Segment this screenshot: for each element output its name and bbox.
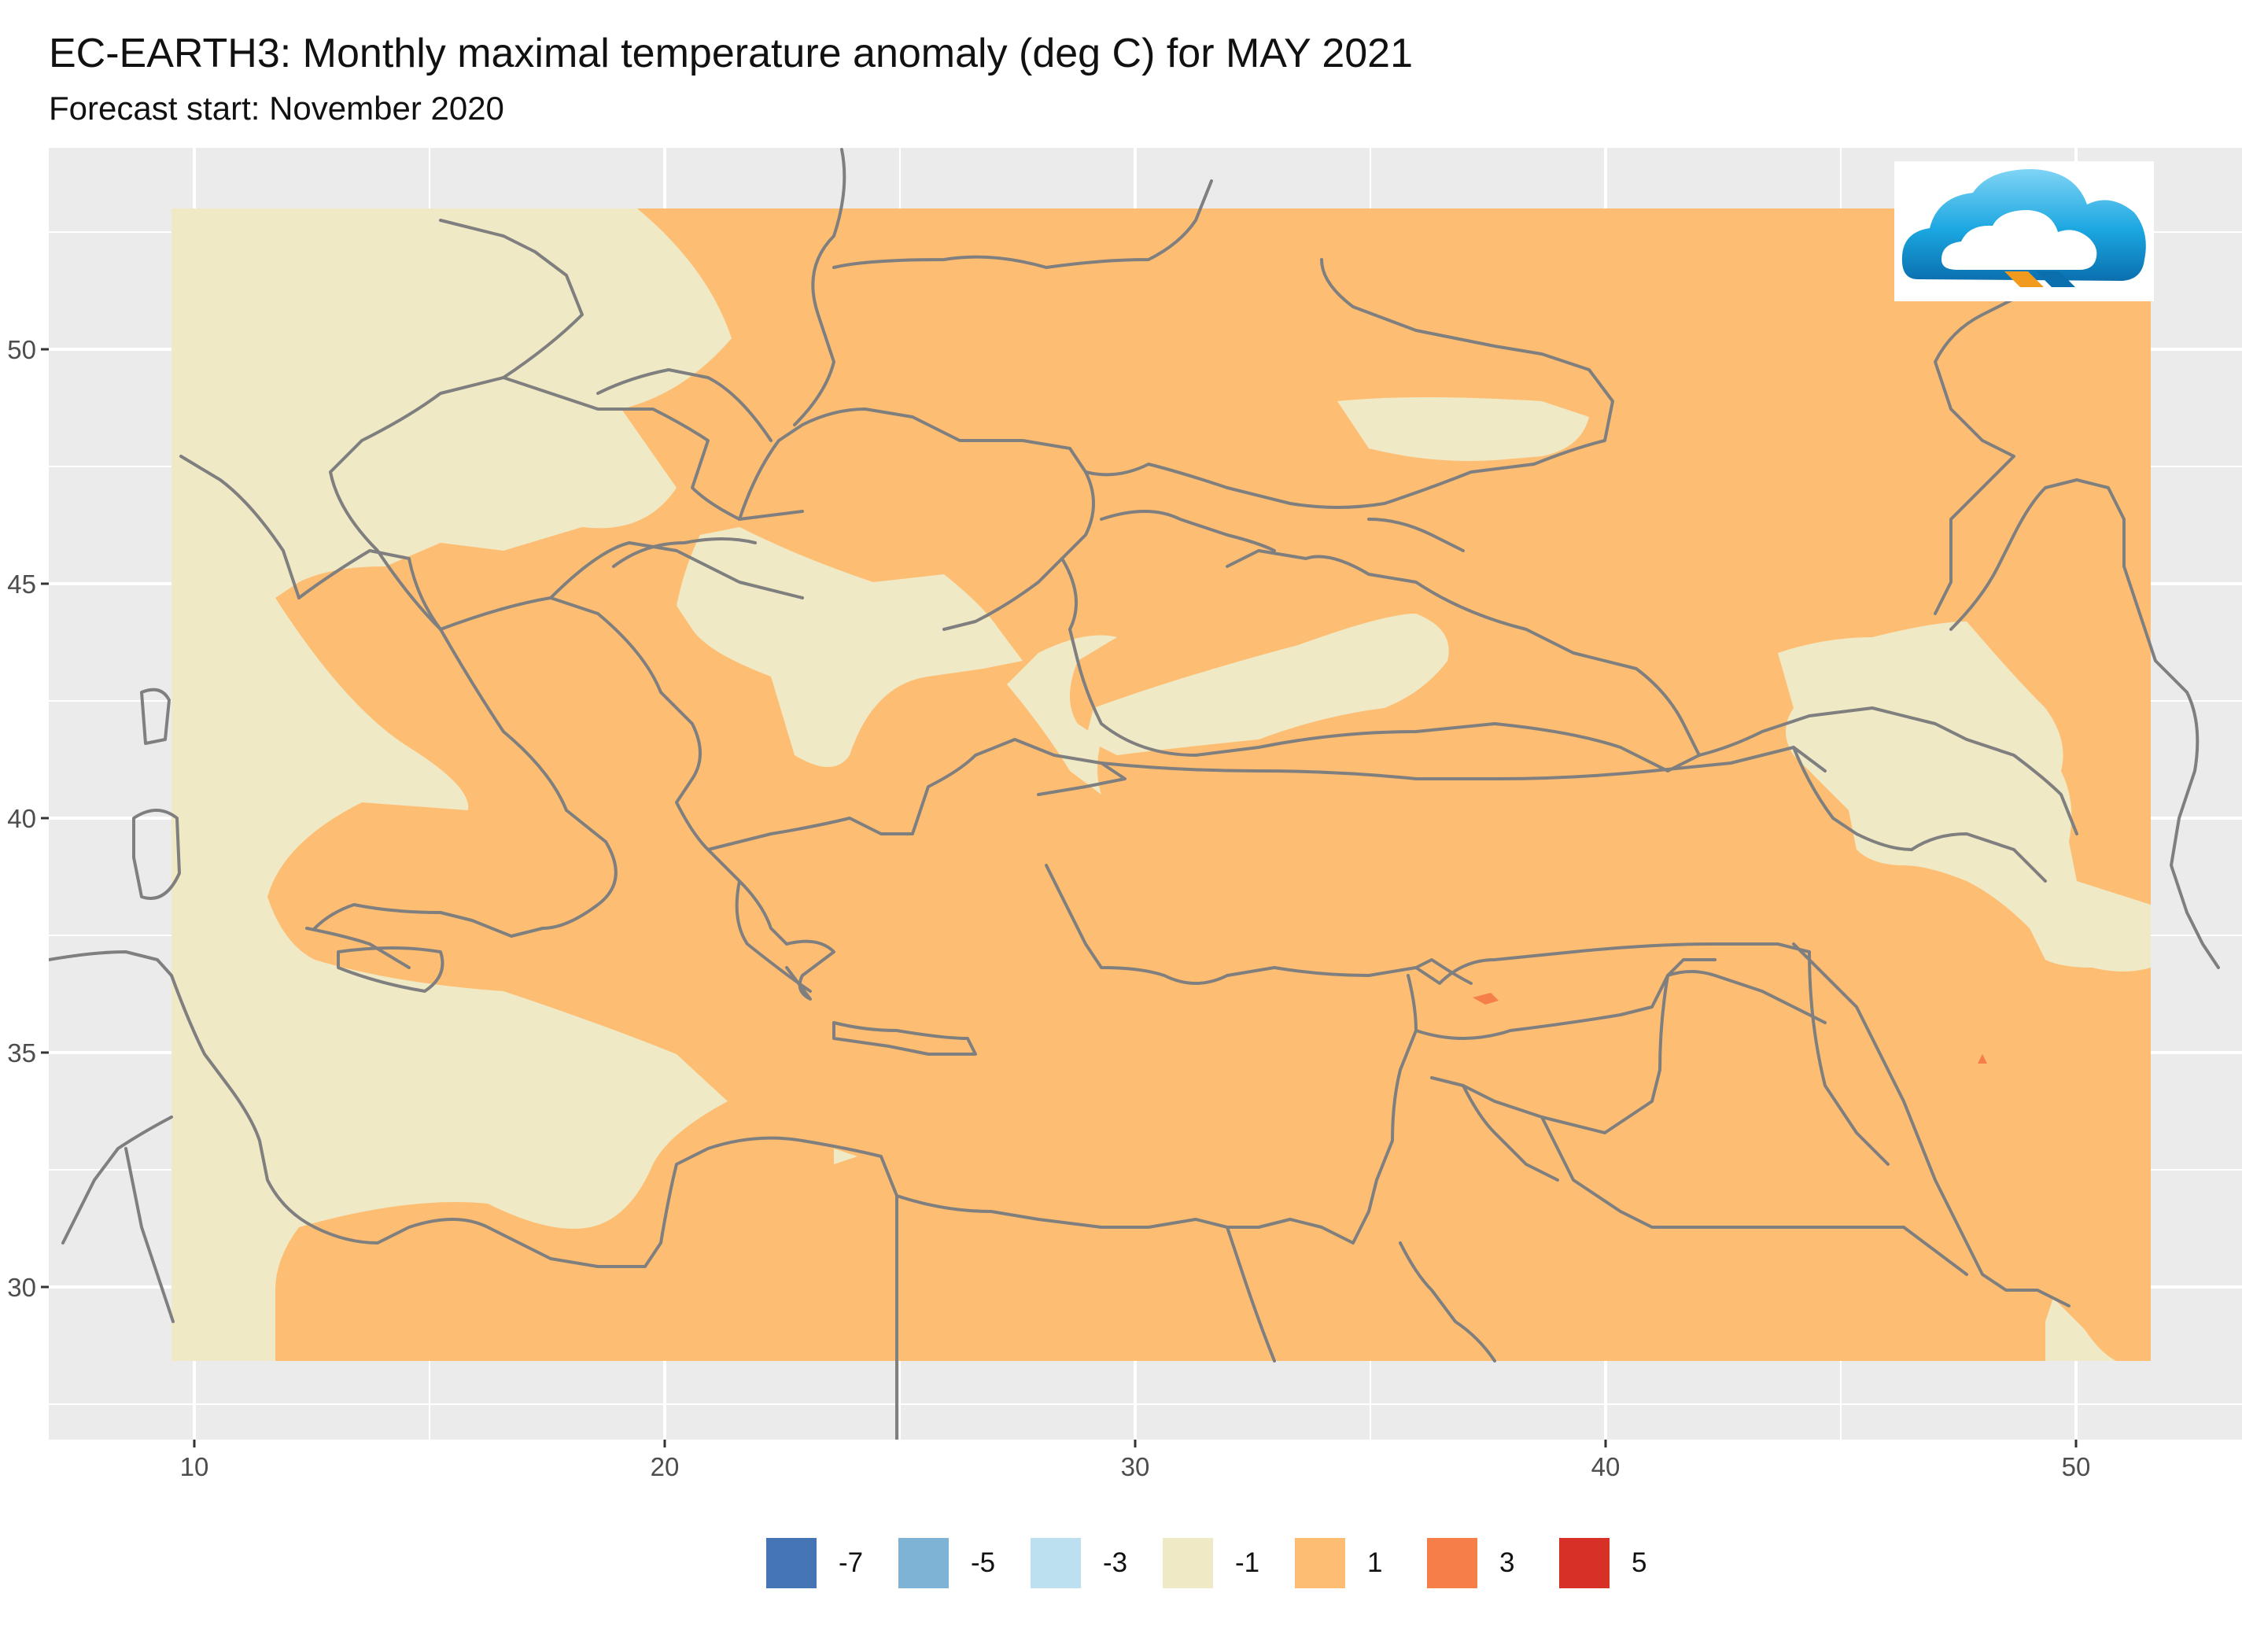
- y-tick-label: 35: [7, 1038, 36, 1068]
- y-tick-label: 50: [7, 335, 36, 364]
- y-tick-label: 40: [7, 804, 36, 833]
- legend-label: -5: [971, 1547, 996, 1578]
- legend-color-key: [1161, 1536, 1215, 1590]
- legend-color-key: [1293, 1536, 1347, 1590]
- chart-title: EC-EARTH3: Monthly maximal temperature a…: [49, 31, 1414, 76]
- legend-item: 3: [1425, 1536, 1531, 1590]
- legend-label: -7: [839, 1547, 864, 1578]
- warm-anomaly-spots: [1473, 993, 1987, 1064]
- chart-subtitle: Forecast start: November 2020: [49, 90, 504, 127]
- x-tick-label: 10: [180, 1452, 209, 1481]
- legend-item: -1: [1161, 1536, 1267, 1590]
- legend-label: -1: [1235, 1547, 1260, 1578]
- x-tick-label: 20: [651, 1452, 680, 1481]
- legend-item: 5: [1558, 1536, 1663, 1590]
- legend-color-key: [897, 1536, 950, 1590]
- legend-color-key: [1425, 1536, 1479, 1590]
- y-tick-label: 30: [7, 1273, 36, 1302]
- legend-color-key: [1558, 1536, 1611, 1590]
- legend-item: -7: [765, 1536, 870, 1590]
- y-tick-label: 45: [7, 570, 36, 599]
- x-tick-label: 40: [1591, 1452, 1621, 1481]
- cloud-logo-icon: [1901, 169, 2146, 287]
- legend-label: 5: [1632, 1547, 1647, 1578]
- legend-item: -5: [897, 1536, 1002, 1590]
- legend-label: 3: [1499, 1547, 1515, 1578]
- legend-color-key: [1029, 1536, 1082, 1590]
- legend-color-key: [765, 1536, 818, 1590]
- cloud-logo: [1894, 161, 2154, 301]
- legend: -7 -5 -3 -1 1 3 5: [765, 1536, 1690, 1591]
- axes: 10 20 30 40 50 30 35 40 45 50: [7, 335, 2090, 1481]
- x-tick-label: 50: [2062, 1452, 2091, 1481]
- country-borders: [49, 148, 2220, 1440]
- legend-label: -3: [1103, 1547, 1128, 1578]
- legend-item: -3: [1029, 1536, 1134, 1590]
- legend-label: 1: [1367, 1547, 1383, 1578]
- x-tick-label: 30: [1121, 1452, 1150, 1481]
- legend-item: 1: [1293, 1536, 1399, 1590]
